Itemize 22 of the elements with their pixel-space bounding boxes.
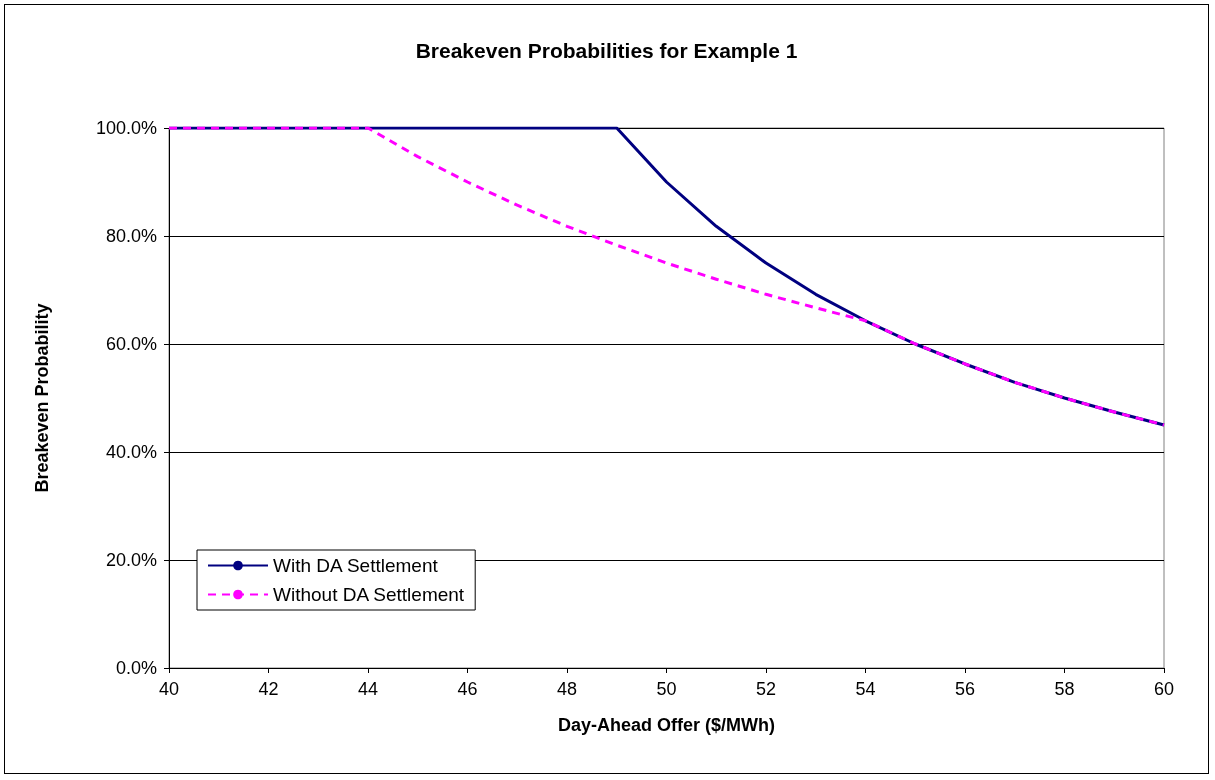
legend-label: Without DA Settlement [273,584,465,605]
y-tick-label: 40.0% [105,442,157,462]
x-tick-label: 46 [457,679,478,699]
x-tick-label: 40 [158,679,180,699]
x-tick-label: 60 [1153,679,1175,699]
y-tick-label: 20.0% [105,550,157,570]
legend-label: With DA Settlement [273,555,439,576]
x-tick-label: 58 [1054,679,1075,699]
x-tick-label: 42 [258,679,279,699]
chart-title: Breakeven Probabilities for Example 1 [415,39,798,62]
x-tick-label: 50 [656,679,677,699]
x-axis-title: Day-Ahead Offer ($/MWh) [557,715,776,735]
x-tick-label: 52 [755,679,777,699]
x-tick-label: 54 [855,679,876,699]
x-tick-label: 44 [357,679,379,699]
x-tick-label: 56 [954,679,976,699]
y-tick-label: 80.0% [105,226,157,246]
y-tick-label: 0.0% [115,658,157,678]
x-tick-label: 48 [556,679,578,699]
y-tick-label: 60.0% [105,334,157,354]
y-axis-title: Breakeven Probability [32,303,52,493]
y-tick-label: 100.0% [95,118,157,138]
